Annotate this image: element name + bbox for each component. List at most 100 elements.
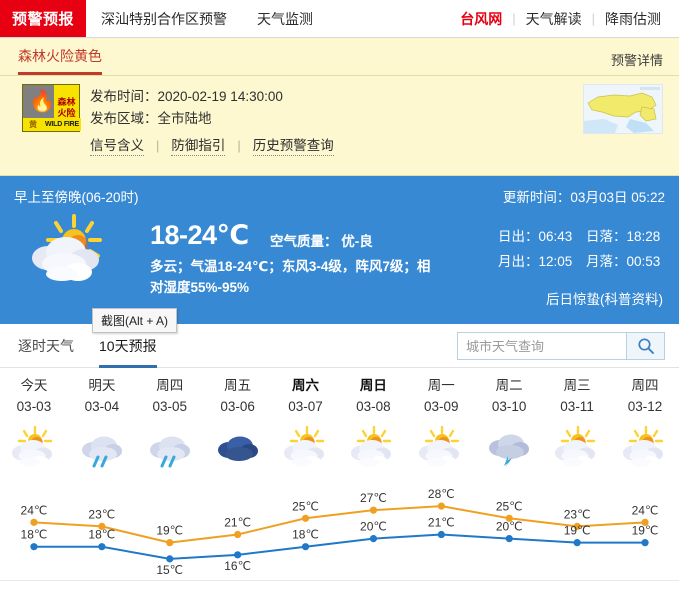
current-temp-range: 18-24℃ [150, 220, 249, 250]
link-signal-meaning[interactable]: 信号含义 [90, 134, 144, 156]
footer-divider [0, 580, 679, 581]
forecast-day-date: 03-12 [627, 399, 663, 414]
badge-footer: 黄 WILD FIRE [23, 118, 81, 131]
air-quality-text: 空气质量： 优-良 [270, 234, 373, 249]
partly-cloudy-icon [543, 426, 611, 468]
forecast-day-headers: 今天 03-03 明天 03-04 周四 03-05 周五 03-06 周六 03-07 周日 03-… [0, 376, 679, 417]
moonset-label: 月落：00:53 [586, 254, 661, 269]
tab-hourly-weather[interactable]: 逐时天气 [18, 338, 74, 354]
forecast-day-name: 周一 [427, 378, 455, 393]
tab-10day-forecast[interactable]: 10天预报 [99, 336, 157, 368]
nav-item-interpretation[interactable]: 天气解读 [525, 10, 582, 27]
city-search-box [457, 332, 665, 360]
overcast-icon [204, 426, 272, 468]
alert-links: 信号含义 | 防御指引 | 历史预警查询 [90, 134, 334, 156]
badge-color-char: 黄 [29, 120, 37, 129]
forecast-day-column[interactable]: 周三 03-11 [543, 376, 611, 417]
alert-block: 森林火险黄色 预警详情 🔥 森林 火险 黄 WILD FIRE 发布时间：202… [0, 38, 679, 176]
partly-cloudy-icon [0, 426, 68, 468]
svg-text:24℃: 24℃ [632, 503, 659, 517]
svg-text:25℃: 25℃ [292, 499, 319, 513]
forecast-day-name: 周四 [156, 378, 184, 393]
svg-text:28℃: 28℃ [428, 487, 455, 501]
forecast-day-column[interactable]: 明天 03-04 [68, 376, 136, 417]
alert-text-block: 发布时间：2020-02-19 14:30:00 发布区域：全市陆地 [90, 86, 283, 130]
period-title: 早上至傍晚(06-20时) [14, 190, 139, 205]
forecast-day-name: 周六 [292, 378, 319, 393]
svg-text:18℃: 18℃ [292, 528, 319, 542]
forecast-day-date: 03-05 [152, 399, 187, 414]
ten-day-forecast: 今天 03-03 明天 03-04 周四 03-05 周五 03-06 周六 03-07 周日 03-… [0, 368, 679, 581]
current-description: 多云；气温18-24℃；东风3-4级，阵风7级；相对湿度55%-95% [150, 259, 431, 295]
forecast-day-column[interactable]: 周二 03-10 [475, 376, 543, 417]
partly-cloudy-icon [272, 426, 340, 468]
svg-text:21℃: 21℃ [428, 516, 455, 530]
link-separator-2: | [237, 137, 241, 153]
svg-text:25℃: 25℃ [496, 499, 523, 513]
nav-right-group: 台风网 | 天气解读 | 降雨估测 [450, 0, 671, 37]
search-button[interactable] [626, 333, 664, 359]
link-history-query[interactable]: 历史预警查询 [252, 134, 334, 156]
svg-text:19℃: 19℃ [632, 524, 659, 538]
link-defense-guide[interactable]: 防御指引 [171, 134, 226, 156]
forecast-day-column[interactable]: 今天 03-03 [0, 376, 68, 417]
forecast-day-date: 03-07 [288, 399, 323, 414]
alert-detail-link[interactable]: 预警详情 [610, 53, 663, 68]
nav-item-active[interactable]: 预警预报 [0, 0, 87, 37]
alert-issue-area: 发布区域：全市陆地 [90, 111, 212, 126]
svg-text:15℃: 15℃ [156, 563, 183, 577]
forecast-day-name: 周日 [359, 378, 387, 393]
nav-separator-1: | [512, 11, 516, 26]
partly-cloudy-icon [339, 426, 407, 468]
badge-line-1: 森林 [57, 97, 76, 107]
svg-text:24℃: 24℃ [21, 503, 48, 517]
light-rain-icon [136, 426, 204, 468]
current-weather-panel: 早上至傍晚(06-20时) 更新时间：03月03日 05:22 [0, 176, 679, 324]
svg-text:19℃: 19℃ [564, 524, 591, 538]
forecast-day-column[interactable]: 周六 03-07 [272, 376, 340, 417]
forecast-day-column[interactable]: 周四 03-05 [136, 376, 204, 417]
forecast-day-name: 周三 [563, 378, 591, 393]
partly-cloudy-icon [407, 426, 475, 468]
partly-cloudy-icon [28, 214, 118, 284]
forecast-day-date: 03-11 [560, 399, 594, 414]
alert-tab-forest-fire[interactable]: 森林火险黄色 [18, 46, 102, 75]
forecast-day-column[interactable]: 周一 03-09 [407, 376, 475, 417]
sunrise-label: 日出：06:43 [498, 229, 573, 244]
thunder-shower-icon [475, 426, 543, 468]
svg-text:23℃: 23℃ [564, 507, 591, 521]
moonrise-label: 月出：12:05 [498, 254, 573, 269]
sun-moon-info: 日出：06:43 日落：18:28 月出：12:05 月落：00:53 [498, 224, 660, 274]
forecast-day-column[interactable]: 周日 03-08 [339, 376, 407, 417]
svg-text:21℃: 21℃ [224, 516, 251, 530]
solar-term-link[interactable]: 后日惊蛰(科普资料) [546, 292, 663, 307]
forecast-day-date: 03-08 [356, 399, 391, 414]
search-input[interactable] [458, 333, 626, 359]
forecast-tab-bar: 截图(Alt + A) 逐时天气 10天预报 [0, 308, 679, 368]
forecast-day-name: 明天 [88, 378, 116, 393]
forecast-day-date: 03-04 [84, 399, 120, 414]
nav-item-typhoon[interactable]: 台风网 [460, 10, 503, 27]
screenshot-tooltip: 截图(Alt + A) [92, 308, 178, 333]
svg-text:27℃: 27℃ [360, 491, 387, 505]
sunset-label: 日落：18:28 [586, 229, 661, 244]
top-navigation: 预警预报 深汕特别合作区预警 天气监测 台风网 | 天气解读 | 降雨估测 [0, 0, 679, 38]
badge-line-2: 火险 [57, 108, 76, 118]
search-icon [637, 338, 654, 354]
forecast-day-column[interactable]: 周四 03-12 [611, 376, 679, 417]
forecast-day-date: 03-09 [424, 399, 459, 414]
nav-item-rain-estimate[interactable]: 降雨估测 [605, 10, 661, 27]
svg-text:19℃: 19℃ [156, 524, 183, 538]
forest-fire-warning-icon: 🔥 森林 火险 黄 WILD FIRE [22, 84, 81, 132]
nav-item-monitoring[interactable]: 天气监测 [257, 10, 314, 27]
nav-item-shenshan[interactable]: 深汕特别合作区预警 [101, 10, 228, 27]
badge-english-label: WILD FIRE [45, 121, 79, 128]
link-separator-1: | [156, 137, 160, 153]
svg-text:23℃: 23℃ [88, 507, 115, 521]
alert-body: 🔥 森林 火险 黄 WILD FIRE 发布时间：2020-02-19 14:3… [0, 76, 679, 175]
forecast-day-column[interactable]: 周五 03-06 [204, 376, 272, 417]
warning-area-map-thumbnail[interactable] [583, 84, 663, 134]
forecast-day-date: 03-03 [16, 399, 52, 414]
svg-text:20℃: 20℃ [496, 520, 523, 534]
